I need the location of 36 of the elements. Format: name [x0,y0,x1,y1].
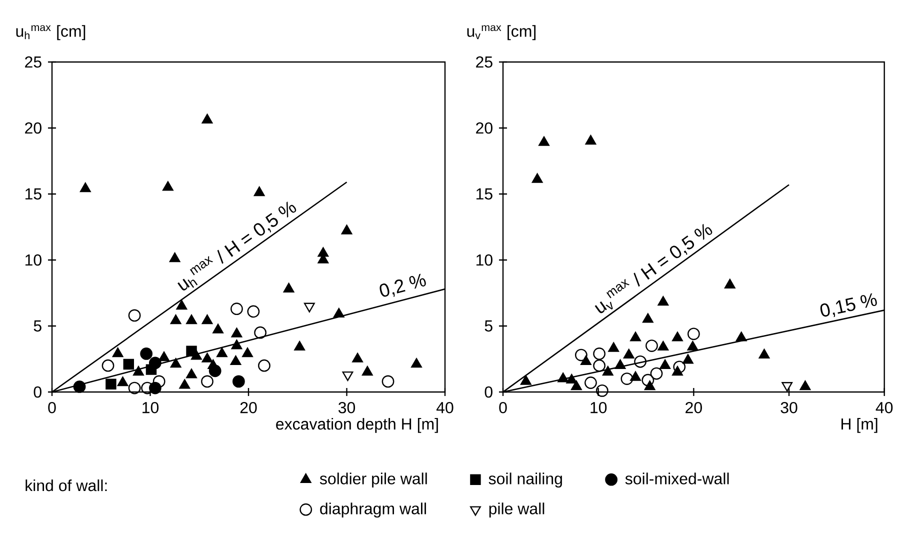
legend-label: soldier pile wall [320,472,427,488]
x-tick-label: 10 [590,402,607,414]
x-tick-label: 10 [142,402,159,414]
y-tick-label: 20 [25,122,42,134]
y-tick-label: 25 [476,56,492,68]
legend-label: soil-mixed-wall [625,472,729,484]
y-axis-title: u$_{v}$$^{max}$ [cm] [467,25,536,40]
x-tick-label: 20 [686,402,702,414]
y-tick-label: 5 [34,320,42,332]
x-tick-label: 30 [338,402,356,414]
legend-title: kind of wall: [26,479,107,492]
x-axis-title: excavation depth H [m] [276,418,438,433]
x-tick-label: 40 [436,402,454,414]
y-tick-label: 15 [476,188,492,200]
y-tick-label: 10 [476,254,492,266]
x-tick-label: 0 [499,402,507,414]
x-tick-label: 30 [780,402,798,414]
legend-label: diaphragm wall [320,502,426,518]
y-axis-title: u$_{h}$$^{max}$ [cm] [16,25,86,40]
legend-label: pile wall [489,502,544,518]
y-tick-label: 15 [25,188,42,200]
x-axis-title: H [m] [842,418,878,433]
y-tick-label: 20 [476,122,492,134]
annotation: 0,15 % [820,293,877,318]
y-tick-label: 25 [25,56,42,68]
y-tick-label: 0 [484,386,492,398]
y-tick-label: 0 [34,386,42,398]
y-tick-label: 5 [484,320,492,332]
x-tick-label: 40 [876,402,893,414]
legend-label: soil nailing [488,472,562,488]
x-tick-label: 0 [48,402,56,414]
annotation: u$_{v}$$^{max}$ / H = 0,5 % [594,224,712,314]
x-tick-label: 20 [240,402,257,414]
annotation: u$_{h}$$^{max}$ / H = 0,5 % [178,202,296,290]
y-tick-label: 10 [25,254,42,266]
annotation: 0,2 % [380,274,426,297]
